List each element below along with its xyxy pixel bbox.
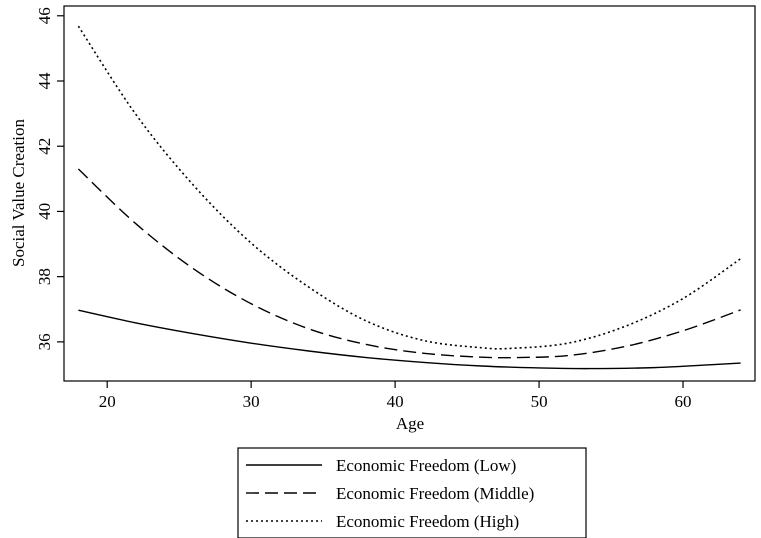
x-tick-label: 40	[387, 392, 404, 411]
legend: Economic Freedom (Low) Economic Freedom (…	[237, 447, 587, 538]
series-line-solid	[78, 309, 741, 370]
x-tick-label: 30	[243, 392, 260, 411]
y-tick-label: 42	[35, 138, 54, 155]
x-axis-label: Age	[396, 414, 424, 433]
y-tick-label: 40	[35, 203, 54, 220]
x-tick-label: 50	[531, 392, 548, 411]
y-tick-label: 44	[35, 72, 54, 90]
plot-frame	[63, 5, 756, 382]
x-tick-label: 20	[99, 392, 116, 411]
y-tick-label: 46	[35, 7, 54, 24]
legend-label: Economic Freedom (High)	[336, 512, 519, 531]
y-axis: 36 38 40 42 44 46	[35, 7, 64, 350]
series-line-dotted	[77, 25, 742, 350]
y-axis-label: Social Value Creation	[9, 119, 28, 267]
y-tick-label: 38	[35, 268, 54, 285]
x-tick-label: 60	[675, 392, 692, 411]
x-axis: 20 30 40 50 60	[99, 381, 692, 411]
legend-label: Economic Freedom (Low)	[336, 456, 516, 475]
y-tick-label: 36	[35, 333, 54, 350]
series-layer	[77, 25, 742, 370]
series-line-dashed	[77, 168, 741, 359]
legend-label: Economic Freedom (Middle)	[336, 484, 534, 503]
